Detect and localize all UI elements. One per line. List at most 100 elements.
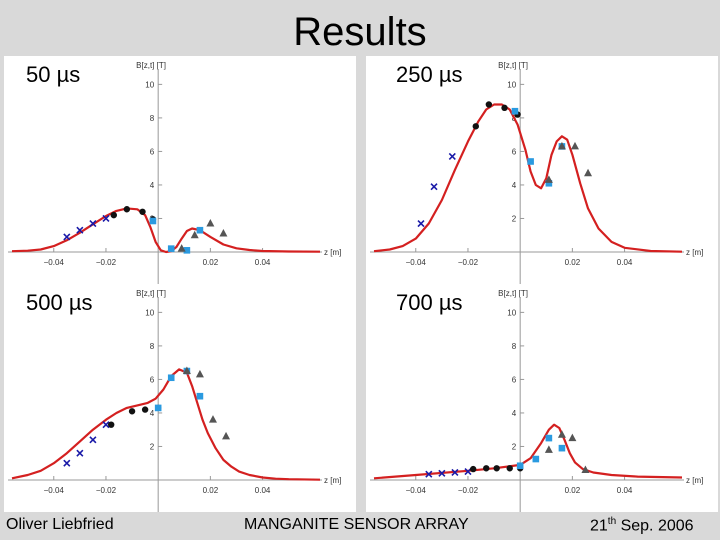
data-point-dot	[110, 211, 117, 219]
y-tick-label: 8	[150, 114, 155, 123]
x-tick-label: −0.02	[458, 258, 479, 267]
model-curve	[373, 103, 683, 253]
x-tick-label: −0.04	[406, 258, 427, 267]
x-tick-label: −0.04	[44, 486, 65, 495]
data-point-triangle	[208, 415, 217, 423]
data-point-square	[149, 217, 157, 225]
data-point-dot	[493, 465, 500, 472]
model-curve	[11, 368, 321, 481]
y-tick-label: 4	[512, 181, 517, 190]
footer-project: MANGANITE SENSOR ARRAY	[244, 516, 469, 533]
data-point-triangle	[568, 433, 577, 442]
x-tick-label: 0.04	[255, 258, 271, 267]
data-point-triangle	[190, 230, 199, 239]
x-tick-label: 0.02	[203, 486, 219, 495]
data-point-square	[516, 462, 524, 470]
x-axis-label: z [m]	[686, 476, 703, 485]
data-point-cross	[102, 214, 110, 223]
footer-date-rest: Sep. 2006	[616, 517, 694, 535]
y-tick-label: 4	[150, 181, 155, 190]
data-point-dot	[141, 406, 149, 413]
panel-label-250us: 250 µs	[396, 62, 463, 87]
data-point-dot	[483, 465, 490, 472]
y-tick-label: 8	[150, 342, 155, 351]
data-point-triangle	[544, 445, 553, 453]
x-tick-label: 0.02	[565, 258, 581, 267]
data-point-triangle	[557, 141, 566, 150]
data-point-triangle	[557, 430, 566, 438]
data-point-dot	[107, 421, 115, 428]
data-point-cross	[63, 459, 71, 467]
data-point-cross	[430, 183, 438, 191]
data-point-square	[167, 374, 175, 382]
x-tick-label: 0.02	[203, 258, 219, 267]
data-point-square	[196, 226, 204, 234]
chart-panel-250us: 2 4 6 8 10 −0.04 −0.02 0.02 0.04 B[z,t] [T] z [m]	[366, 56, 718, 296]
y-tick-label: 6	[150, 147, 155, 156]
footer-date-suffix: th	[607, 516, 617, 527]
data-point-cross	[425, 470, 433, 478]
data-point-cross	[464, 468, 472, 476]
data-point-square	[154, 404, 162, 412]
data-point-triangle	[570, 141, 579, 150]
y-axis-label: B[z,t] [T]	[498, 61, 528, 70]
data-point-square	[545, 179, 553, 187]
panel-label-500us: 500 µs	[26, 290, 93, 315]
y-tick-label: 10	[145, 308, 154, 317]
data-point-dot	[128, 408, 136, 415]
data-point-dot	[123, 206, 131, 213]
data-point-square	[558, 444, 566, 452]
chart-panel-700us: 2 4 6 8 10 −0.04 −0.02 0.02 0.04 B[z,t] [T] z [m]	[366, 284, 718, 524]
y-tick-label: 2	[512, 442, 517, 451]
y-tick-label: 6	[150, 375, 155, 384]
data-point-triangle	[182, 366, 191, 375]
panel-label-50us: 50 µs	[26, 62, 81, 87]
footer-date: 21th Sep. 2006	[590, 516, 694, 535]
data-point-triangle	[177, 244, 186, 252]
y-tick-label: 4	[512, 409, 517, 418]
data-point-cross	[76, 226, 84, 234]
data-point-square	[532, 455, 540, 463]
x-tick-label: 0.04	[617, 258, 633, 267]
x-axis-label: z [m]	[686, 248, 703, 257]
data-point-cross	[448, 152, 456, 161]
y-tick-label: 8	[512, 342, 517, 351]
data-point-triangle	[206, 219, 215, 227]
x-tick-label: −0.04	[44, 258, 65, 267]
data-point-triangle	[195, 369, 204, 378]
x-tick-label: −0.02	[96, 486, 117, 495]
data-point-square	[167, 245, 175, 252]
slide-title: Results	[293, 10, 427, 54]
x-tick-label: −0.04	[406, 486, 427, 495]
data-point-dot	[485, 101, 493, 108]
data-point-triangle	[222, 431, 231, 440]
data-point-square	[545, 434, 553, 442]
y-tick-label: 2	[150, 442, 155, 451]
data-point-cross	[438, 469, 446, 477]
y-tick-label: 6	[512, 375, 517, 384]
panel-label-700us: 700 µs	[396, 290, 463, 315]
y-tick-label: 10	[507, 308, 516, 317]
data-point-dot	[501, 104, 508, 112]
data-point-triangle	[219, 229, 228, 237]
data-point-cross	[451, 468, 459, 477]
data-point-square	[527, 158, 534, 165]
x-axis-label: z [m]	[324, 248, 341, 257]
data-point-triangle	[544, 175, 553, 183]
y-axis-label: B[z,t] [T]	[136, 61, 166, 70]
x-axis-label: z [m]	[324, 476, 341, 485]
footer-author: Oliver Liebfried	[6, 516, 114, 533]
data-point-triangle	[581, 465, 590, 473]
data-point-cross	[89, 219, 97, 228]
chart-500us: 2 4 6 8 10 −0.04 −0.02 0.02 0.04 B[z,t] [T] z [m]	[8, 289, 341, 524]
footer-date-day: 21	[590, 517, 608, 535]
model-curve	[11, 207, 321, 254]
data-point-cross	[417, 219, 425, 228]
model-curve	[373, 423, 683, 480]
data-point-cross	[76, 449, 84, 457]
chart-700us: 2 4 6 8 10 −0.04 −0.02 0.02 0.04 B[z,t] [T] z [m]	[370, 289, 703, 524]
data-point-cross	[63, 233, 71, 241]
y-tick-label: 4	[150, 409, 155, 418]
